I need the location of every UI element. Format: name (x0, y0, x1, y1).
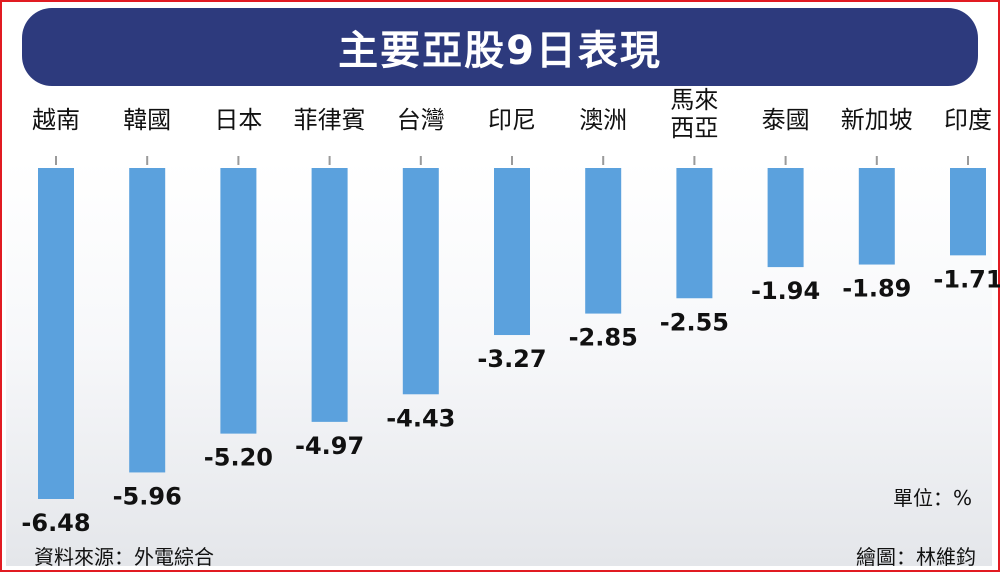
bar-1 (129, 168, 166, 473)
bar-10 (950, 168, 986, 256)
category-label-3: 菲律賓 (294, 106, 366, 134)
bar-6 (585, 168, 622, 314)
value-label-2: -5.20 (204, 444, 273, 472)
unit-label: 單位：% (892, 486, 972, 510)
bar-5 (494, 168, 530, 336)
category-label-5: 印尼 (488, 106, 536, 134)
value-label-0: -6.48 (21, 509, 90, 537)
category-label-6: 澳洲 (579, 106, 627, 134)
category-label-4: 台灣 (397, 106, 445, 134)
value-label-5: -3.27 (477, 345, 546, 373)
bar-7 (676, 168, 713, 299)
bar-4 (402, 168, 439, 395)
bar-3 (311, 168, 348, 422)
value-label-9: -1.89 (842, 275, 911, 303)
value-label-6: -2.85 (569, 324, 638, 352)
category-label-0: 越南 (32, 106, 80, 134)
chart-title: 主要亞股9日表現 (338, 28, 662, 74)
category-label-9: 新加坡 (841, 106, 913, 134)
category-label-7-line-0: 馬來 (670, 86, 718, 114)
value-label-3: -4.97 (295, 432, 364, 460)
category-label-2: 日本 (214, 106, 262, 134)
value-label-4: -4.43 (386, 404, 455, 432)
value-label-8: -1.94 (751, 277, 820, 305)
bar-2 (220, 168, 257, 434)
credit-label: 繪圖：林維鈞 (856, 545, 976, 569)
value-label-10: -1.71 (933, 265, 1000, 293)
source-label: 資料來源：外電綜合 (34, 545, 214, 569)
category-label-10: 印度 (944, 106, 992, 134)
category-label-7-line-1: 西亞 (670, 114, 718, 142)
value-label-1: -5.96 (113, 482, 182, 510)
title-banner: 主要亞股9日表現 (22, 8, 978, 86)
bar-0 (38, 168, 74, 499)
bar-9 (858, 168, 895, 265)
value-label-7: -2.55 (660, 308, 729, 336)
category-label-1: 韓國 (123, 106, 171, 134)
category-label-8: 泰國 (762, 106, 810, 134)
bar-8 (767, 168, 804, 268)
